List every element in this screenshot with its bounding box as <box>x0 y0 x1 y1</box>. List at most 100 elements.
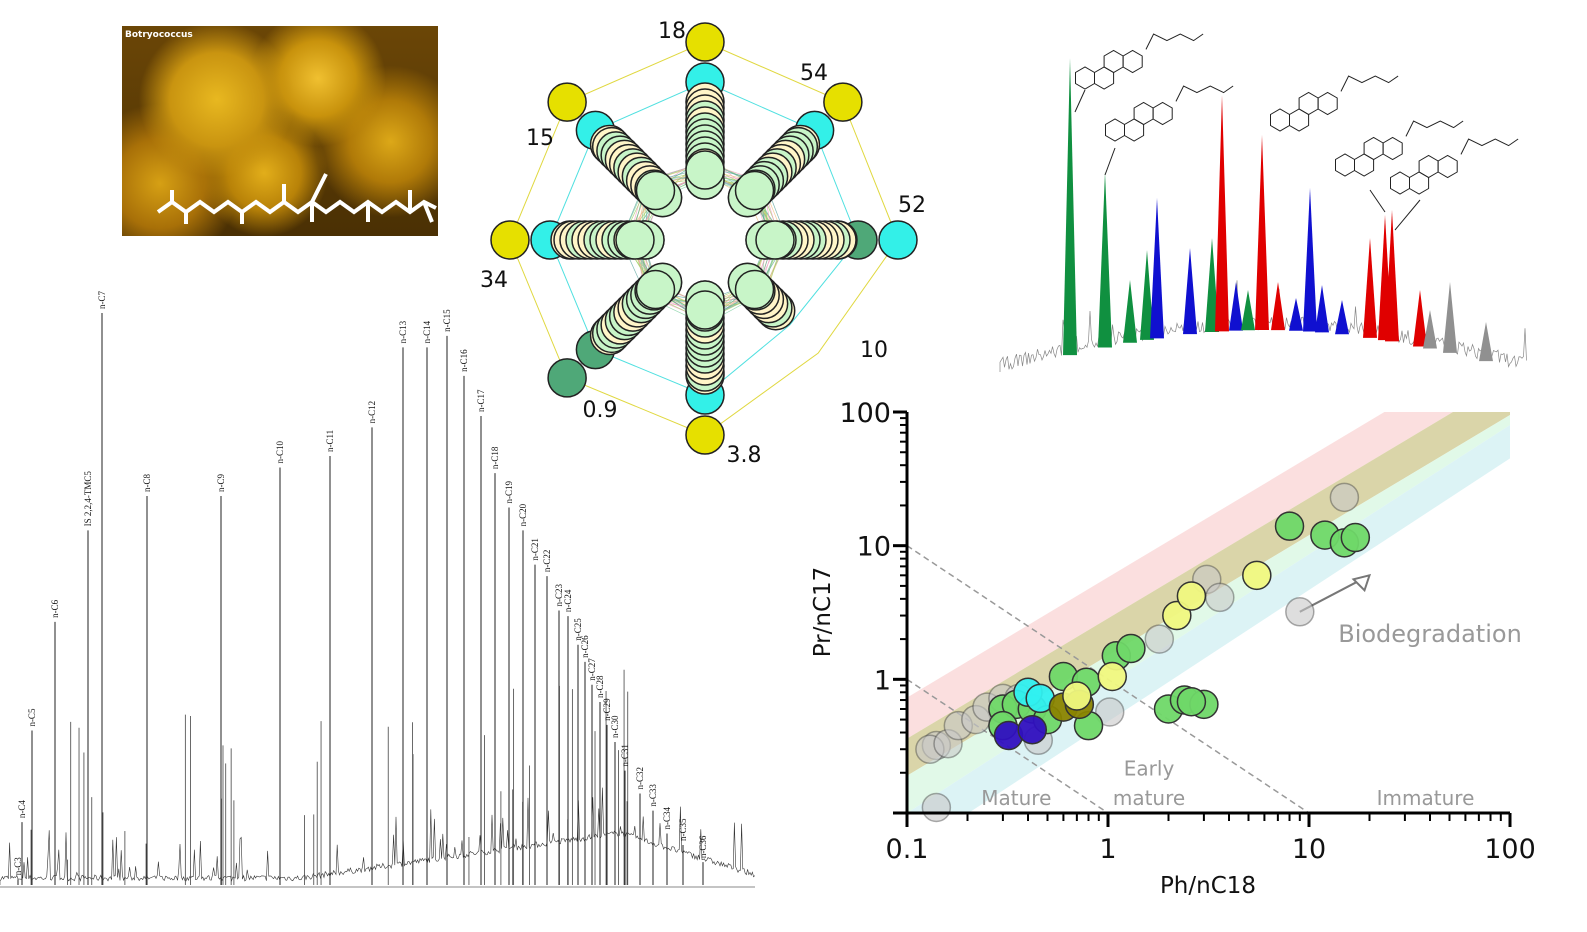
y-tick-label: 100 <box>839 398 891 429</box>
data-point <box>1176 686 1207 717</box>
radar-point <box>547 358 587 398</box>
data-point <box>1017 714 1048 745</box>
annotation-text: Biodegradation <box>1338 620 1522 648</box>
biomarker-peak-red <box>1413 290 1427 347</box>
peak-label: n-C29 <box>602 698 612 721</box>
radar-axis-label: 52 <box>898 193 926 218</box>
x-tick-label: 0.1 <box>886 834 929 865</box>
biomarker-peak-green <box>1123 280 1137 343</box>
annotation-text: Early <box>1124 757 1175 781</box>
peak-label: n-C9 <box>216 474 226 493</box>
radar-axis-label: 34 <box>480 268 508 293</box>
radar-axis-label: 10 <box>860 338 888 363</box>
data-point <box>1274 511 1305 541</box>
annotation-text: mature <box>1113 786 1185 810</box>
data-point <box>1062 681 1092 711</box>
y-tick-label: 10 <box>857 532 891 563</box>
arrow-head <box>1351 573 1372 593</box>
x-tick-label: 100 <box>1484 834 1536 865</box>
radar-point <box>490 220 530 260</box>
peak-label: n-C11 <box>325 430 335 452</box>
peak-label: n-C30 <box>610 715 620 738</box>
peak-label: n-C17 <box>476 389 486 412</box>
peak-label: n-C13 <box>398 320 408 343</box>
radar-point <box>734 269 775 310</box>
peak-label: n-C25 <box>573 618 583 641</box>
botryococcus-photo: Botryococcus <box>122 26 438 236</box>
data-point <box>1329 482 1360 513</box>
biomarker-peak-blue <box>1183 248 1197 335</box>
photo-label: Botryococcus <box>125 30 193 40</box>
radar-point <box>635 269 676 310</box>
radar-point <box>685 150 725 190</box>
radar-point <box>615 220 655 260</box>
biomarker-peak-blue <box>1229 282 1243 331</box>
x-axis-label: Ph/nC18 <box>1160 873 1256 899</box>
steroid-ring <box>1152 101 1173 126</box>
pointer-arrow <box>1074 89 1086 113</box>
biomarker-peak-blue <box>1303 188 1317 332</box>
biomarker-peak-gray <box>1423 310 1437 349</box>
peak-label: n-C32 <box>635 767 645 790</box>
biomarker-peak-red <box>1255 135 1269 331</box>
steroid-ring <box>1317 91 1338 116</box>
peak-label: n-C34 <box>662 807 672 830</box>
annotation-text: Immature <box>1377 786 1475 810</box>
radar-point <box>685 22 725 62</box>
biomarker-peak-red <box>1215 95 1229 332</box>
biomarker-peak-red <box>1385 210 1399 342</box>
peak-label: n-C14 <box>422 320 432 343</box>
peak-label: n-C12 <box>367 401 377 424</box>
radar-point <box>547 82 587 122</box>
radar-point <box>878 220 918 260</box>
pointer-arrow <box>1369 189 1386 213</box>
radar-point <box>755 220 795 260</box>
x-tick-label: 10 <box>1292 834 1326 865</box>
biomarker-peak-green <box>1140 250 1154 340</box>
peak-label: n-C15 <box>442 309 452 332</box>
data-point <box>1176 581 1207 611</box>
botryococcene-structure <box>156 173 437 224</box>
radar-point <box>635 170 676 211</box>
data-point <box>1242 560 1272 591</box>
data-point <box>1116 633 1146 664</box>
peak-label: n-C8 <box>142 474 152 493</box>
radar-axis-label: 15 <box>526 126 554 151</box>
peak-label: n-C6 <box>50 599 60 618</box>
radar-point <box>823 82 863 122</box>
biomarker-peak-red <box>1271 282 1285 331</box>
steroid-side-chain <box>1460 138 1519 155</box>
biomarker-peak-green <box>1241 290 1255 331</box>
peak-label: n-C18 <box>490 446 500 469</box>
biomarker-peak-gray <box>1443 282 1457 353</box>
biomarker-peak-gray <box>1479 322 1493 362</box>
biomarker-peak-blue <box>1289 298 1303 331</box>
peak-label: n-C22 <box>542 550 552 573</box>
peak-label: n-C36 <box>698 835 708 858</box>
peak-label: n-C23 <box>554 583 564 606</box>
steroid-side-chain <box>1145 33 1204 50</box>
radar-point <box>685 415 725 455</box>
data-point <box>1340 522 1371 553</box>
biomarker-peak-green <box>1098 172 1112 348</box>
maturity-band <box>907 412 1453 739</box>
biomarker-peak-red <box>1363 238 1377 338</box>
pointer-arrow <box>1104 147 1116 176</box>
peak-label: n-C33 <box>648 784 658 807</box>
steroid-ring <box>1437 154 1458 179</box>
data-point <box>1097 661 1128 692</box>
peak-label: n-C21 <box>530 538 540 561</box>
radar-axis-label: 54 <box>800 61 828 86</box>
steroid-side-chain <box>1340 75 1399 92</box>
peak-label: n-C27 <box>587 658 597 681</box>
radar-axis-label: 18 <box>658 19 686 44</box>
data-point <box>1144 624 1175 654</box>
steroid-ring <box>1382 136 1403 161</box>
data-point <box>921 792 952 823</box>
peak-label: n-C26 <box>580 635 590 658</box>
peak-label: n-C5 <box>27 708 37 727</box>
peak-label: n-C16 <box>459 349 469 372</box>
